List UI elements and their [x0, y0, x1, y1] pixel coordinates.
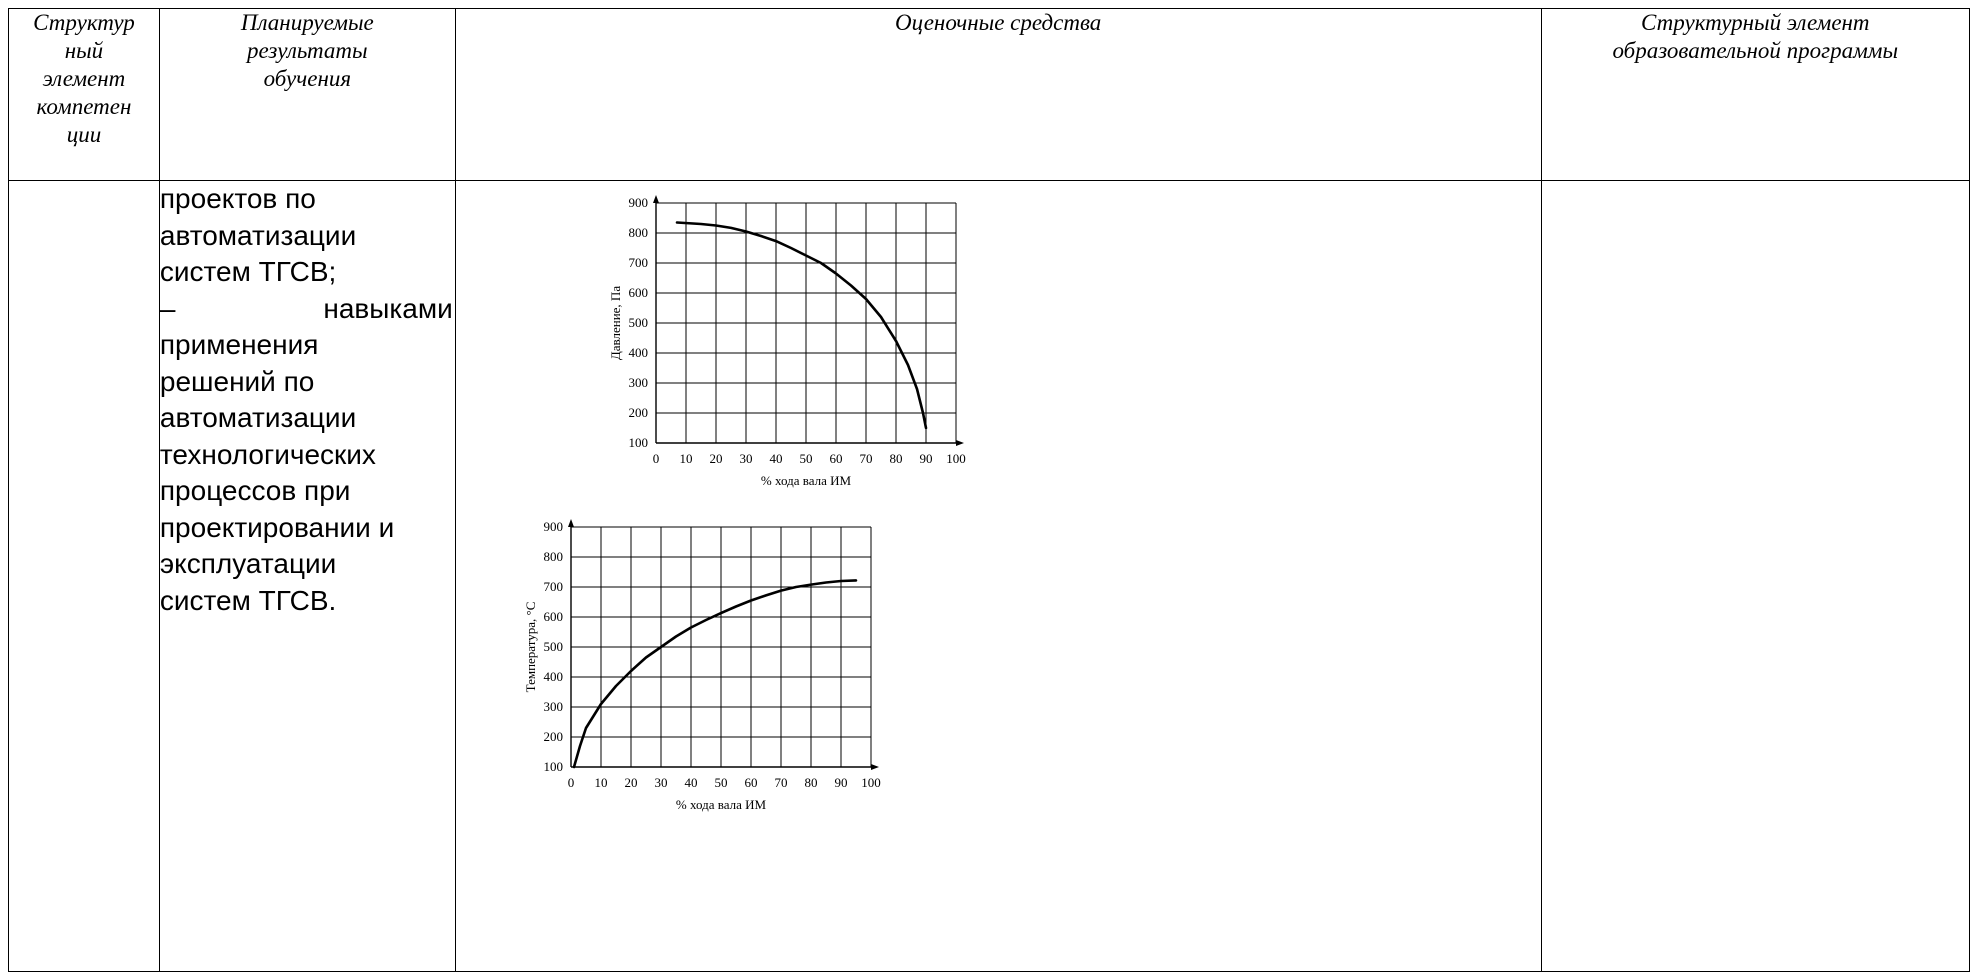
results-line: эксплуатации	[159, 548, 337, 579]
y-tick-label: 100	[543, 759, 563, 774]
x-tick-label: 20	[624, 775, 637, 790]
competence-table: Структур ный элемент компетен ции Планир…	[8, 8, 1970, 972]
x-tick-label: 90	[919, 451, 932, 466]
header-program-element: Структурный элемент образовательной прог…	[1540, 8, 1970, 181]
y-tick-label: 700	[628, 255, 648, 270]
y-tick-label: 300	[543, 699, 563, 714]
results-line: применения	[159, 329, 319, 360]
x-tick-label: 80	[804, 775, 817, 790]
y-tick-label: 100	[628, 435, 648, 450]
x-tick-label: 30	[654, 775, 667, 790]
x-axis-arrow	[955, 440, 964, 446]
y-axis-arrow	[652, 195, 659, 203]
series-line	[675, 221, 928, 430]
x-tick-label: 30	[739, 451, 752, 466]
x-tick-label: 0	[653, 451, 660, 466]
x-tick-label: 60	[744, 775, 757, 790]
y-tick-label: 600	[543, 609, 563, 624]
program-element-cell	[1540, 180, 1970, 972]
x-tick-label: 100	[861, 775, 881, 790]
x-tick-label: 50	[714, 775, 727, 790]
x-tick-label: 50	[799, 451, 812, 466]
x-axis-label: % хода вала ИМ	[761, 473, 852, 488]
header-col1-line: Структур	[33, 10, 135, 35]
y-tick-label: 800	[628, 225, 648, 240]
x-tick-label: 60	[829, 451, 842, 466]
header-planned-results: Планируемые результаты обучения	[158, 8, 456, 181]
y-tick-label: 200	[628, 405, 648, 420]
competence-element-cell	[8, 180, 160, 972]
x-tick-label: 90	[834, 775, 847, 790]
header-col1-line: ный	[64, 38, 104, 63]
y-tick-label: 500	[543, 639, 563, 654]
x-tick-label: 0	[568, 775, 575, 790]
header-assessment-tools: Оценочные средства	[454, 8, 1542, 181]
results-line: систем ТГСВ;	[159, 256, 337, 287]
header-col4-line: образовательной программы	[1612, 38, 1899, 63]
x-tick-label: 40	[769, 451, 782, 466]
dash-marker: –	[159, 292, 176, 324]
x-tick-label: 20	[709, 451, 722, 466]
header-col4-line: Структурный элемент	[1641, 10, 1870, 35]
results-line: систем ТГСВ.	[159, 584, 337, 616]
results-line: проектов по	[159, 183, 316, 214]
x-axis-label: % хода вала ИМ	[676, 797, 767, 812]
x-tick-label: 70	[774, 775, 787, 790]
y-axis-label: Давление, Па	[608, 286, 623, 360]
header-col2-line: Планируемые	[240, 10, 374, 35]
header-col2-line: результаты	[247, 38, 368, 63]
y-axis-arrow	[567, 519, 574, 527]
temperature-chart: 0 10 20 30 40 50 60 70 80 90 100 100 200 300 400 500 600…	[523, 519, 881, 812]
results-line: автоматизации	[159, 219, 357, 251]
results-line: процессов при	[159, 475, 351, 506]
header-col1-line: компетен	[36, 94, 132, 119]
x-tick-label: 40	[684, 775, 697, 790]
header-col1-line: элемент	[42, 66, 126, 91]
y-tick-label: 400	[628, 345, 648, 360]
y-axis-label: Температура, °C	[523, 602, 538, 693]
y-tick-label: 900	[628, 195, 648, 210]
y-tick-label: 300	[628, 375, 648, 390]
y-tick-label: 400	[543, 669, 563, 684]
y-tick-label: 500	[628, 315, 648, 330]
y-tick-label: 200	[543, 729, 563, 744]
assessment-tools-cell: 0 10 20 30 40 50 60 70 80 90 100 100 200 300 400 500 600…	[454, 180, 1542, 972]
dash-word: навыками	[323, 292, 453, 324]
body-row: проектов по автоматизации систем ТГСВ; –…	[8, 180, 1970, 972]
header-col3-text: Оценочные средства	[895, 10, 1102, 35]
header-col1-line: ции	[66, 122, 102, 147]
y-tick-label: 700	[543, 579, 563, 594]
y-tick-label: 600	[628, 285, 648, 300]
x-tick-label: 80	[889, 451, 902, 466]
results-line: автоматизации	[159, 402, 357, 433]
x-axis-arrow	[870, 764, 879, 770]
header-col2-line: обучения	[263, 66, 352, 91]
results-line: решений по	[159, 365, 315, 397]
x-tick-label: 100	[946, 451, 966, 466]
x-tick-label: 70	[859, 451, 872, 466]
pressure-chart: 0 10 20 30 40 50 60 70 80 90 100 100 200 300 400 500 600…	[608, 195, 966, 488]
x-tick-label: 10	[679, 451, 692, 466]
series-line	[572, 579, 858, 769]
results-line-dash: – навыками	[160, 291, 455, 328]
y-tick-label: 900	[543, 519, 563, 534]
x-tick-label: 10	[594, 775, 607, 790]
y-tick-label: 800	[543, 549, 563, 564]
header-row: Структур ный элемент компетен ции Планир…	[8, 8, 1970, 181]
results-line: технологических	[159, 438, 376, 470]
header-structural-element-competence: Структур ный элемент компетен ции	[8, 8, 160, 181]
results-line: проектировании и	[159, 511, 395, 543]
planned-results-cell: проектов по автоматизации систем ТГСВ; –…	[158, 180, 456, 972]
